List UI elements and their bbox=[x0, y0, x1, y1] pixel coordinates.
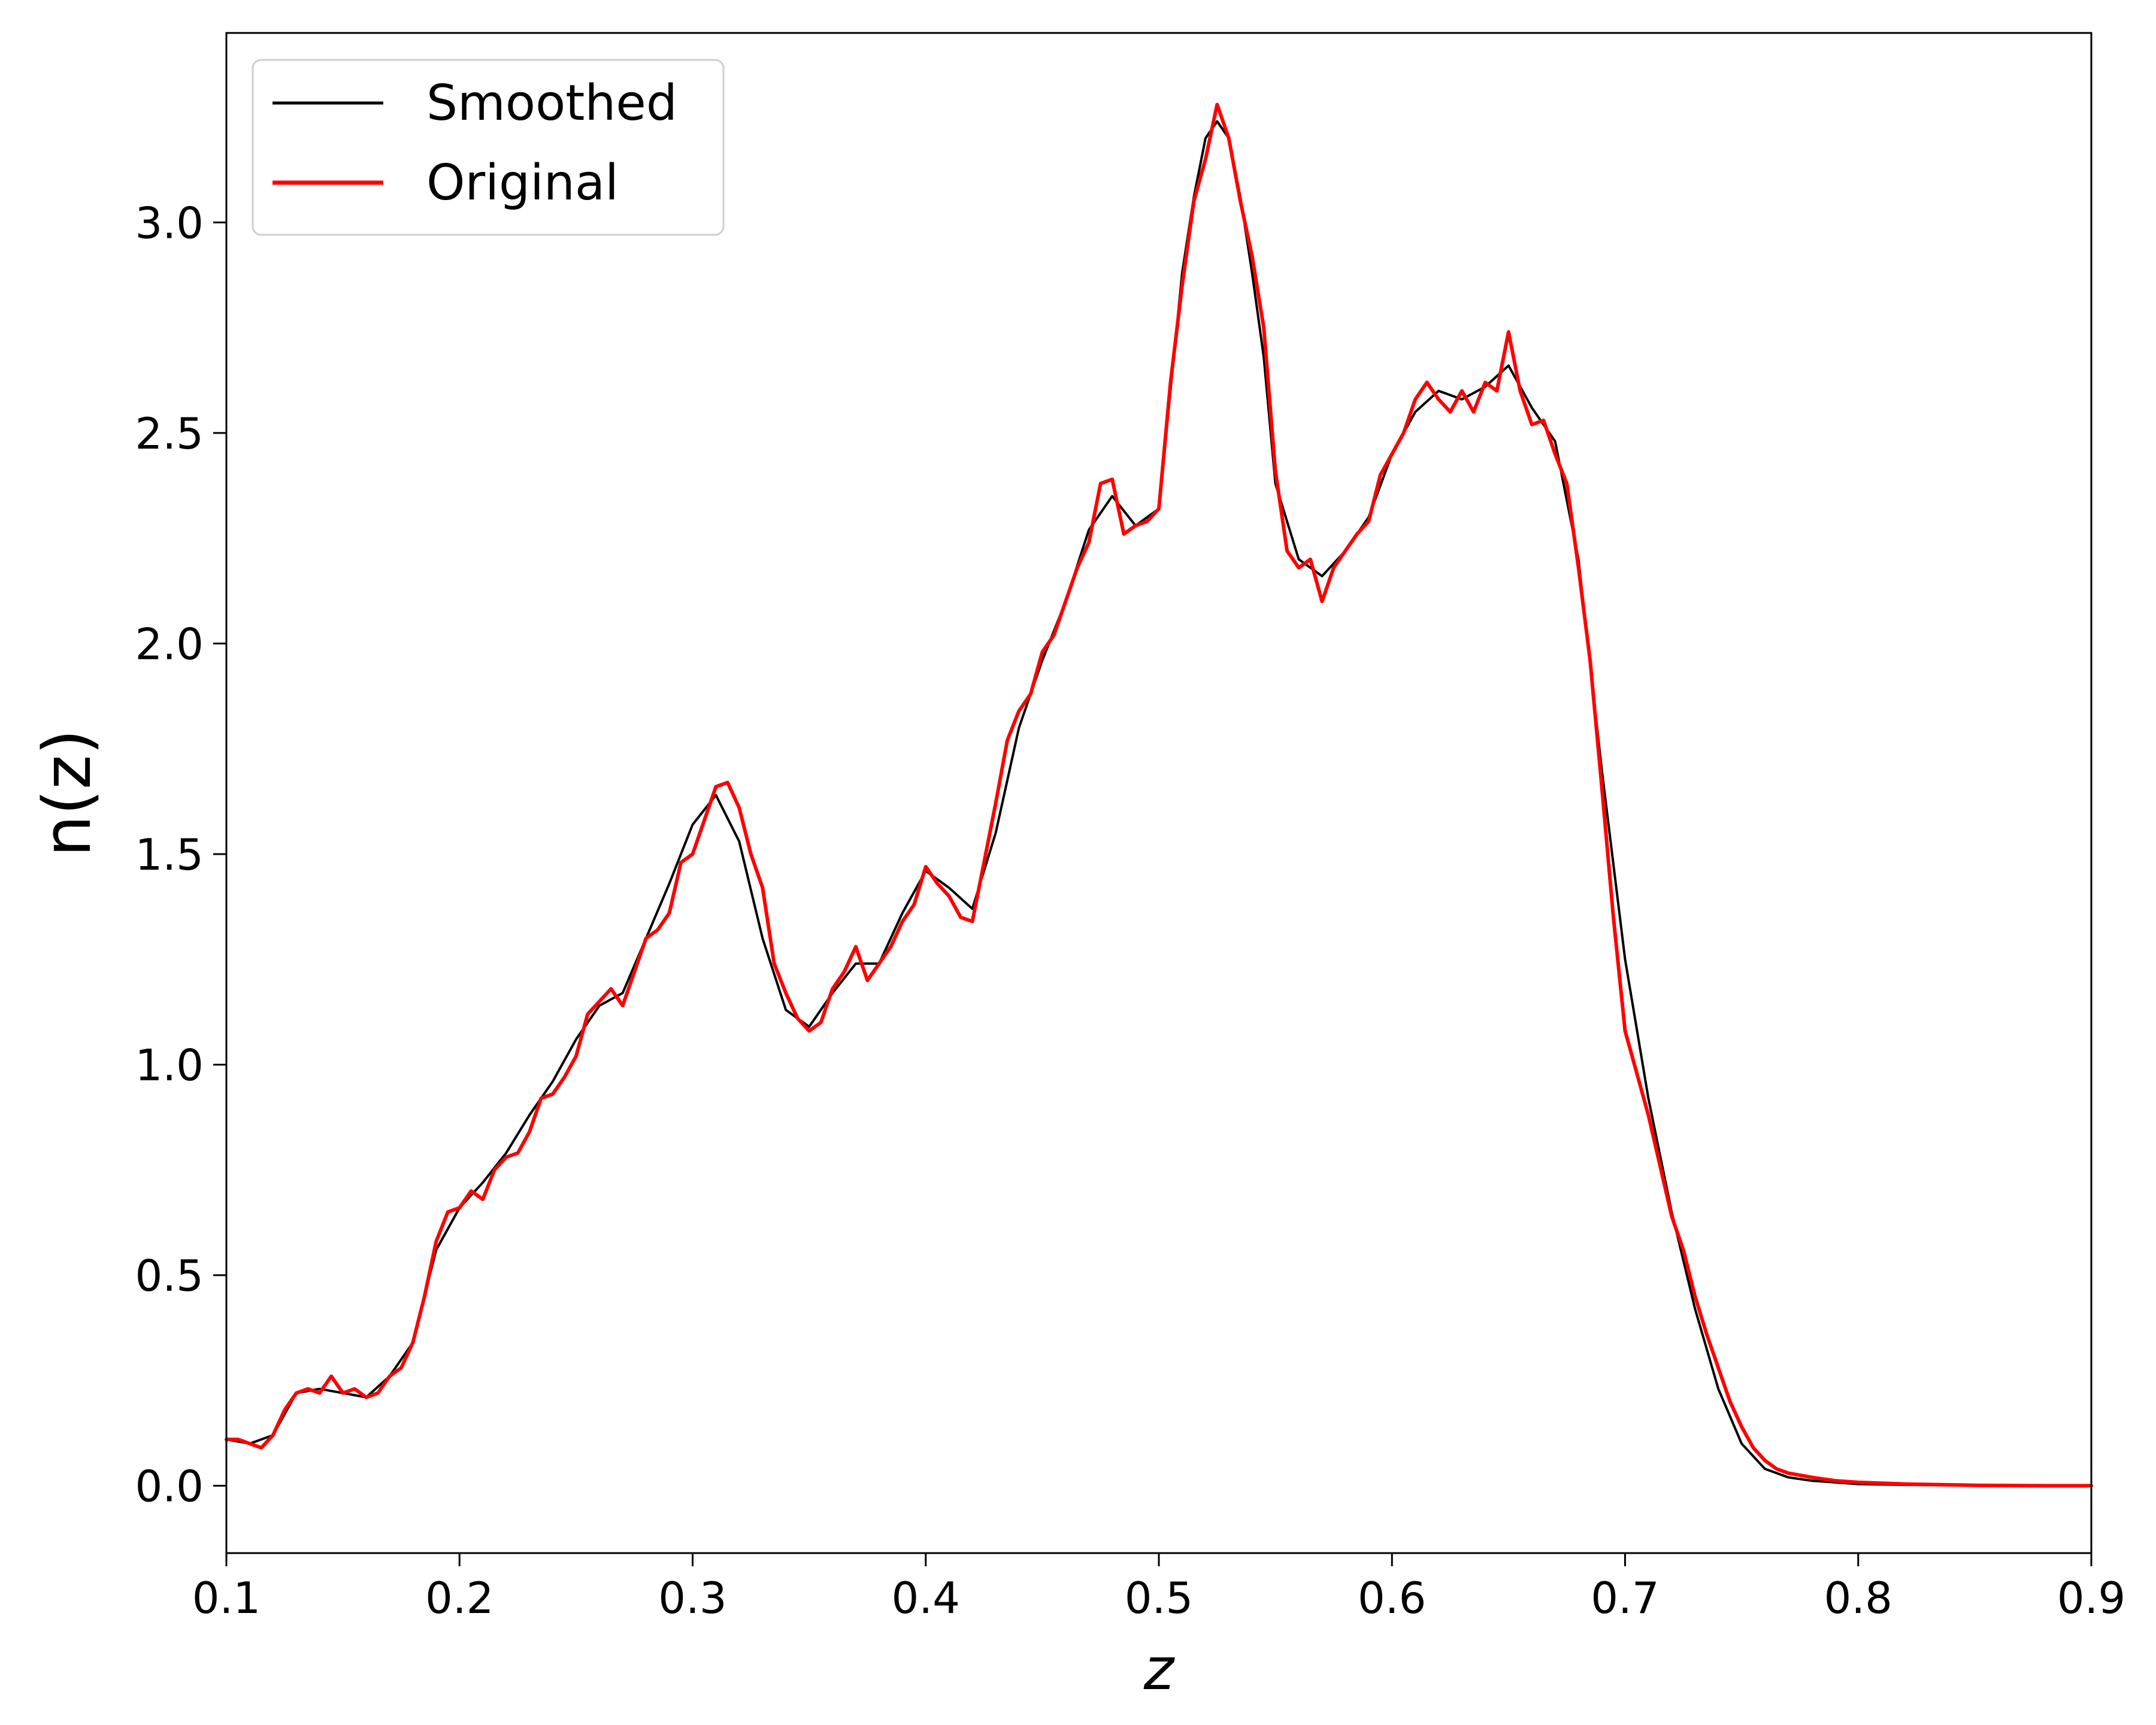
y-tick-label: 2.0 bbox=[135, 619, 204, 669]
y-axis-label: n(z) bbox=[29, 729, 105, 857]
x-tick-label: 0.4 bbox=[891, 1573, 960, 1623]
y-tick-label: 1.5 bbox=[135, 830, 204, 880]
legend-label-original: Original bbox=[426, 155, 619, 211]
series-line-smoothed bbox=[225, 120, 2093, 1487]
x-tick-label: 0.9 bbox=[2057, 1573, 2126, 1623]
x-tick-label: 0.1 bbox=[192, 1573, 261, 1623]
legend: Smoothed Original bbox=[252, 59, 725, 236]
x-tick-label: 0.7 bbox=[1591, 1573, 1660, 1623]
y-tick-label: 1.0 bbox=[135, 1040, 204, 1090]
y-axis: 0.0 0.5 1.0 1.5 2.0 2.5 3.0 bbox=[135, 198, 226, 1512]
x-axis: 0.1 0.2 0.3 0.4 0.5 0.6 0.7 0.8 0.9 bbox=[192, 1553, 2126, 1623]
series-layer bbox=[225, 102, 2093, 1488]
x-tick-label: 0.2 bbox=[425, 1573, 494, 1623]
x-tick-label: 0.3 bbox=[658, 1573, 727, 1623]
y-tick-label: 2.5 bbox=[135, 408, 204, 459]
y-tick-label: 0.5 bbox=[135, 1251, 204, 1301]
y-tick-label: 0.0 bbox=[135, 1461, 204, 1512]
series-line-original bbox=[225, 102, 2093, 1488]
x-tick-label: 0.5 bbox=[1125, 1573, 1194, 1623]
y-tick-label: 3.0 bbox=[135, 198, 204, 248]
x-tick-label: 0.8 bbox=[1824, 1573, 1892, 1623]
x-axis-label: z bbox=[1143, 1636, 1176, 1703]
x-tick-label: 0.6 bbox=[1358, 1573, 1427, 1623]
legend-label-smoothed: Smoothed bbox=[426, 75, 677, 132]
